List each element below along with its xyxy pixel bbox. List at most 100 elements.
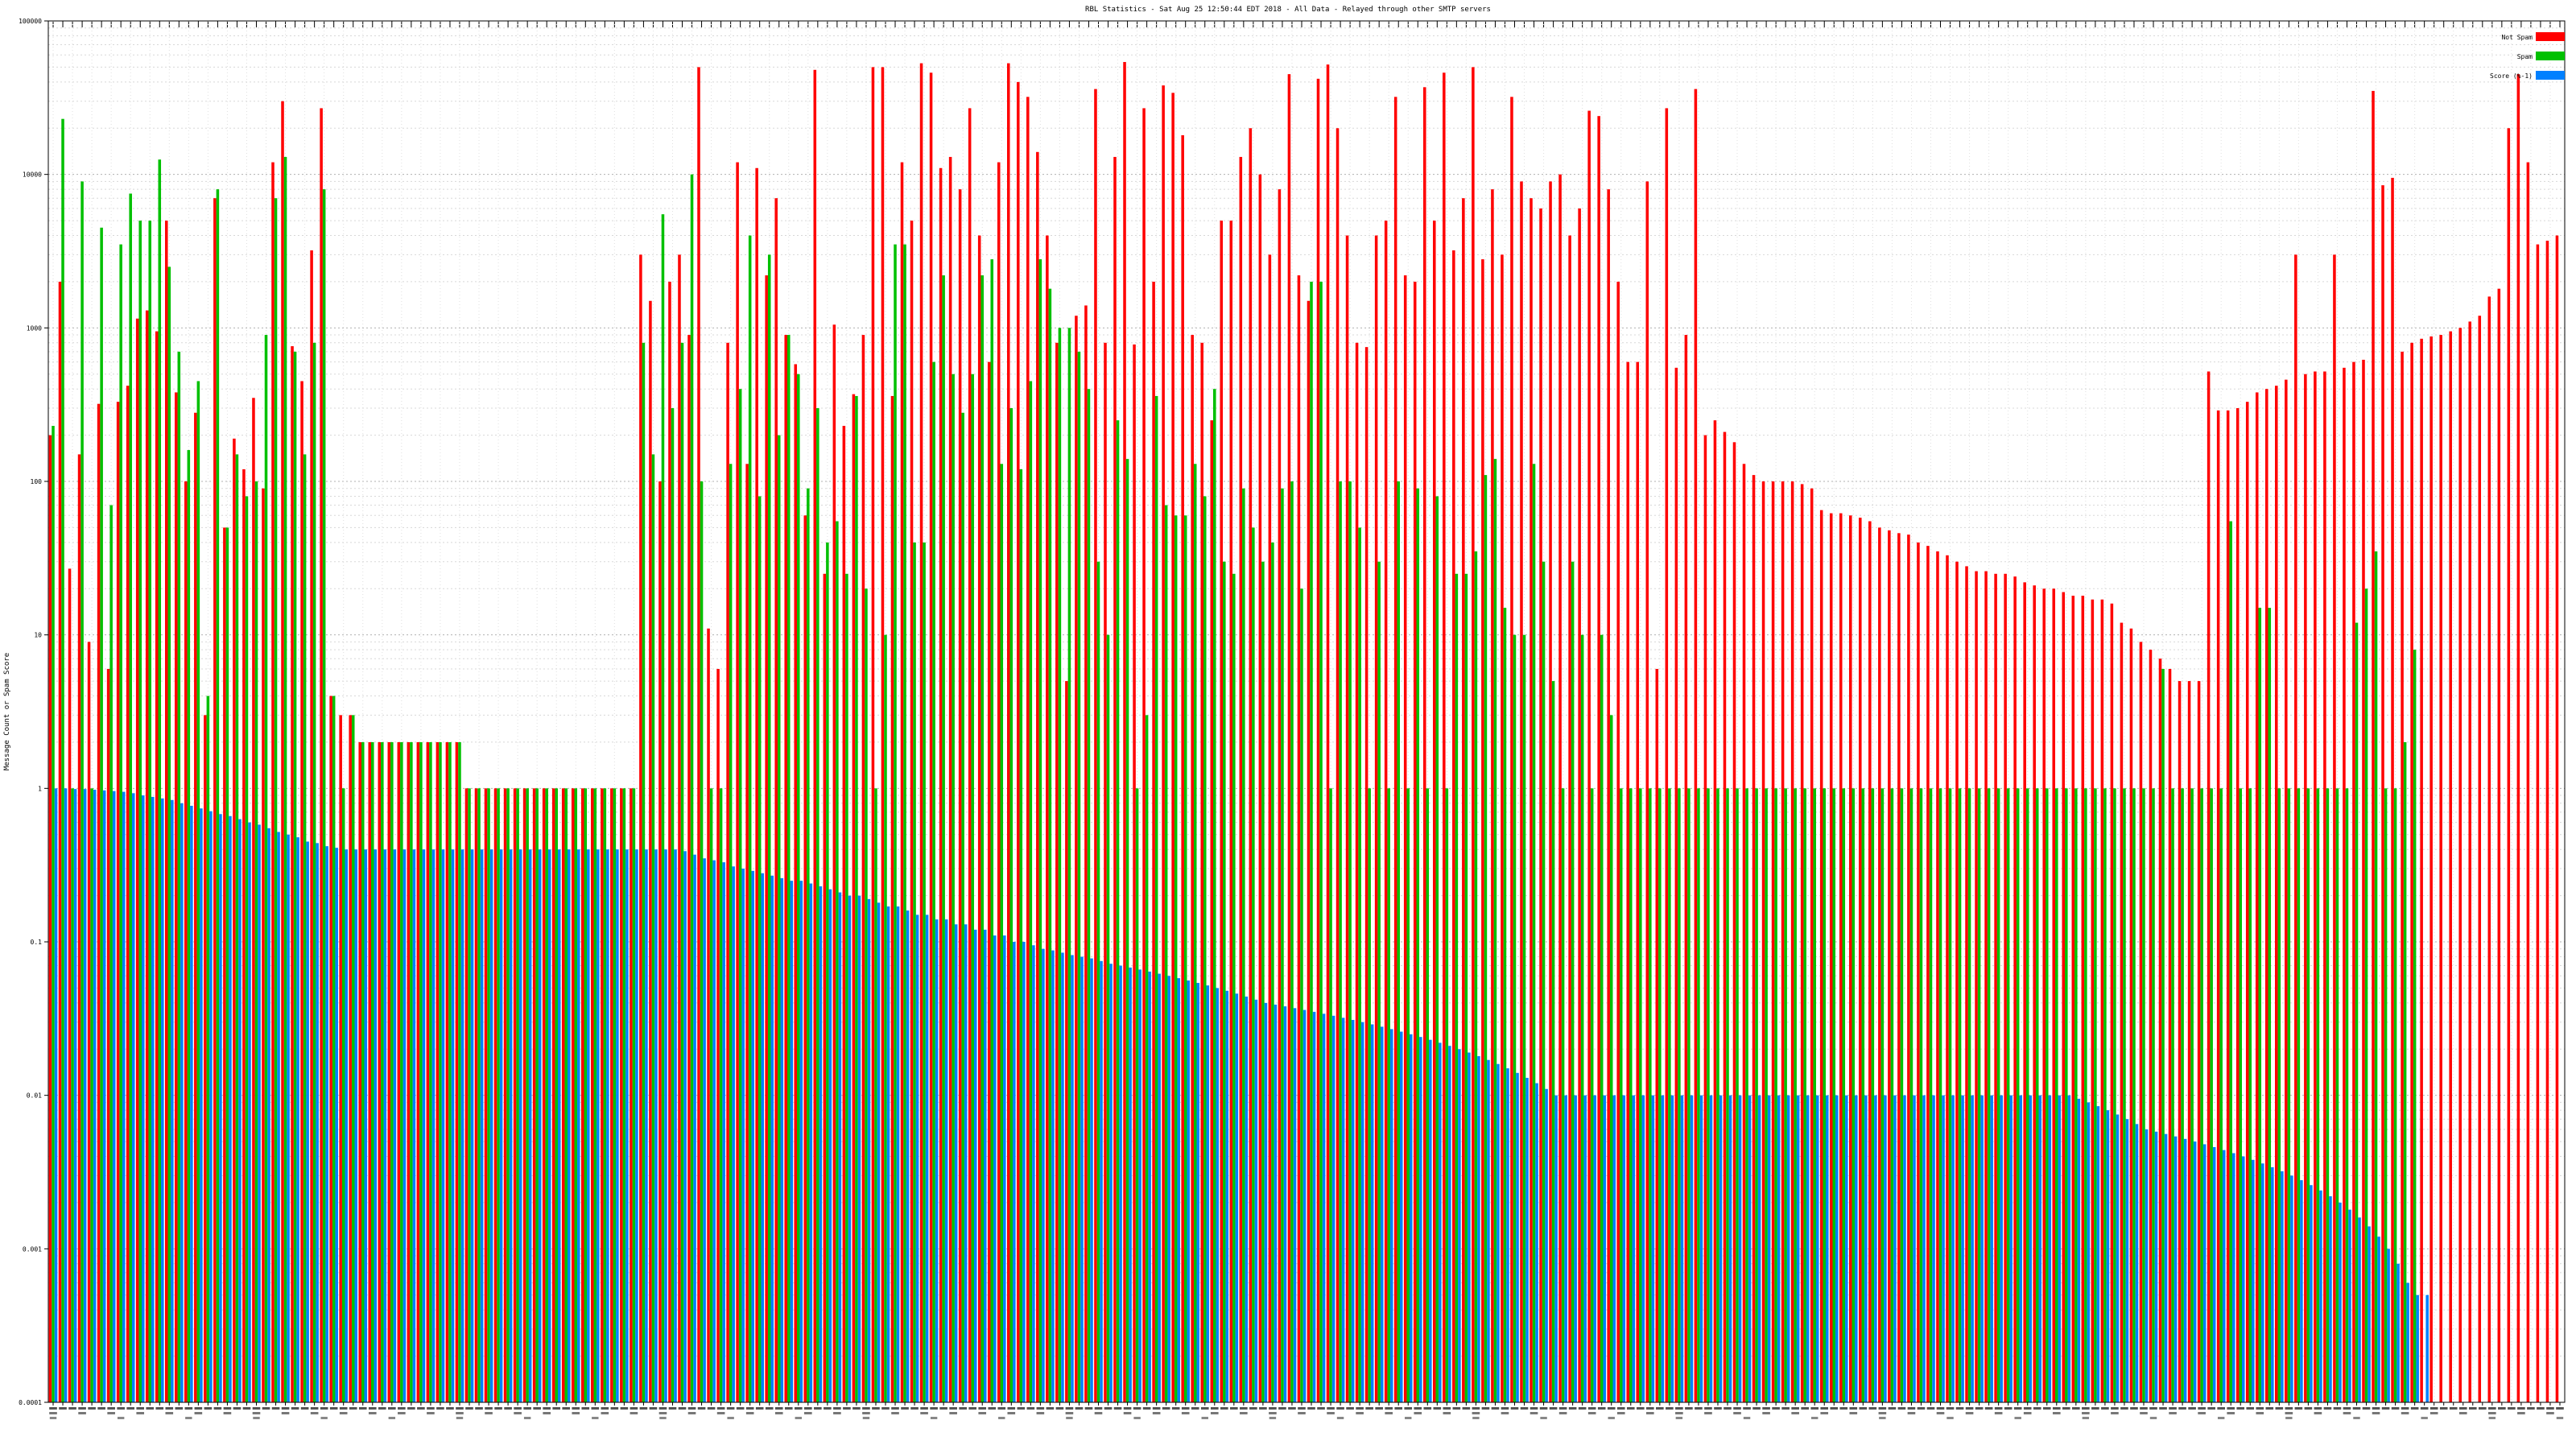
bar-score — [557, 849, 561, 1402]
bar-not-spam — [1578, 208, 1581, 1402]
bar-not-spam — [1384, 221, 1388, 1403]
bar-score — [1389, 1029, 1393, 1402]
bar-not-spam — [262, 488, 265, 1403]
category-label-glyph — [881, 1407, 890, 1410]
category-label-glyph — [388, 1407, 396, 1410]
category-label-glyph — [485, 1412, 493, 1414]
bar-spam — [2316, 788, 2320, 1402]
bar-spam — [2113, 788, 2116, 1402]
category-label-glyph — [68, 1407, 76, 1410]
category-label-glyph — [2468, 1407, 2477, 1410]
bar-score — [1283, 1006, 1287, 1402]
bar-not-spam — [1481, 259, 1484, 1402]
bar-score — [2241, 1156, 2245, 1402]
bar-score — [925, 914, 929, 1402]
category-label-glyph — [1733, 1407, 1741, 1410]
bar-not-spam — [1443, 72, 1446, 1403]
category-label-glyph — [2314, 1412, 2322, 1414]
bar-not-spam — [590, 788, 594, 1402]
bar-score — [635, 849, 638, 1402]
bar-not-spam — [184, 481, 188, 1402]
category-label-glyph — [1385, 1407, 1393, 1410]
bar-spam — [1687, 788, 1690, 1402]
bar-spam — [390, 741, 394, 1402]
category-label-glyph — [1772, 1407, 1780, 1410]
bar-spam — [777, 435, 781, 1402]
bar-spam — [1077, 351, 1081, 1403]
bar-score — [2164, 1133, 2168, 1402]
y-axis-ticks: 100000 10000 1000 100 10 1 0.1 0.01 0.001 0.0001 — [19, 18, 48, 1406]
bar-score — [1913, 1095, 1916, 1402]
bar-score — [732, 866, 735, 1402]
category-label-glyph — [291, 1407, 299, 1410]
bar-score — [2368, 1226, 2371, 1402]
bar-not-spam — [842, 426, 846, 1403]
y-tick-label: 0.1 — [31, 939, 43, 946]
category-label-glyph — [2343, 1412, 2351, 1414]
bar-not-spam — [164, 221, 168, 1403]
bar-not-spam — [1994, 573, 1997, 1403]
bar-spam — [235, 454, 239, 1402]
category-label-glyph — [1520, 1407, 1529, 1410]
bar-score — [1583, 1095, 1587, 1402]
bar-not-spam — [2314, 371, 2317, 1402]
bar-not-spam — [561, 788, 565, 1402]
bar-score — [2087, 1102, 2091, 1402]
bar-not-spam — [977, 235, 981, 1403]
bar-not-spam — [871, 67, 875, 1403]
bar-spam — [1813, 788, 1816, 1402]
category-label-glyph — [1685, 1407, 1693, 1410]
bar-not-spam — [2401, 351, 2404, 1403]
bar-score — [1855, 1095, 1858, 1402]
category-label-glyph — [1975, 1407, 1984, 1410]
bar-not-spam — [2245, 402, 2249, 1402]
bar-spam — [1261, 561, 1265, 1402]
bar-score — [1042, 948, 1045, 1402]
category-label-glyph — [2052, 1412, 2061, 1414]
bar-not-spam — [2285, 379, 2288, 1403]
bar-spam — [593, 788, 597, 1402]
bar-spam — [1319, 281, 1323, 1402]
bar-score — [1090, 958, 1093, 1402]
bar-score — [1341, 1018, 1345, 1402]
category-label-glyph — [1636, 1407, 1645, 1410]
bar-score — [102, 790, 106, 1402]
bar-not-spam — [2536, 244, 2540, 1403]
category-label-glyph — [407, 1407, 415, 1410]
bar-spam — [2045, 788, 2049, 1402]
category-label-glyph — [117, 1407, 125, 1410]
bar-not-spam — [2110, 603, 2114, 1402]
category-label-glyph — [1481, 1407, 1490, 1410]
bar-not-spam — [2004, 573, 2007, 1403]
category-label-glyph — [456, 1417, 464, 1419]
bar-not-spam — [1810, 488, 1814, 1403]
bar-not-spam — [784, 335, 787, 1403]
category-label-glyph — [543, 1407, 551, 1410]
category-label-glyph — [1404, 1407, 1413, 1410]
bar-not-spam — [1258, 174, 1262, 1403]
category-label-glyph — [1849, 1412, 1858, 1414]
category-label-glyph — [2052, 1407, 2061, 1410]
bar-spam — [1823, 788, 1827, 1402]
category-label-glyph — [523, 1407, 531, 1410]
bar-not-spam — [1597, 116, 1600, 1402]
category-label-glyph — [1849, 1407, 1858, 1410]
category-label-glyph — [1385, 1412, 1393, 1414]
bar-spam — [690, 174, 694, 1403]
bar-not-spam — [1055, 342, 1059, 1403]
bar-score — [2261, 1163, 2264, 1402]
bar-score — [2038, 1095, 2042, 1402]
bar-spam — [1765, 788, 1768, 1402]
bar-score — [780, 877, 784, 1402]
category-label-glyph — [552, 1407, 561, 1410]
y-tick-label: 10000 — [23, 171, 42, 179]
bar-score — [577, 849, 580, 1402]
bar-spam — [487, 788, 490, 1402]
bar-spam — [826, 542, 829, 1402]
bar-not-spam — [2052, 588, 2056, 1402]
bar-score — [383, 849, 387, 1402]
category-label-glyph — [610, 1407, 619, 1410]
category-label-glyph — [2140, 1407, 2148, 1410]
bar-score — [1196, 983, 1200, 1402]
bar-spam — [1842, 788, 1846, 1402]
